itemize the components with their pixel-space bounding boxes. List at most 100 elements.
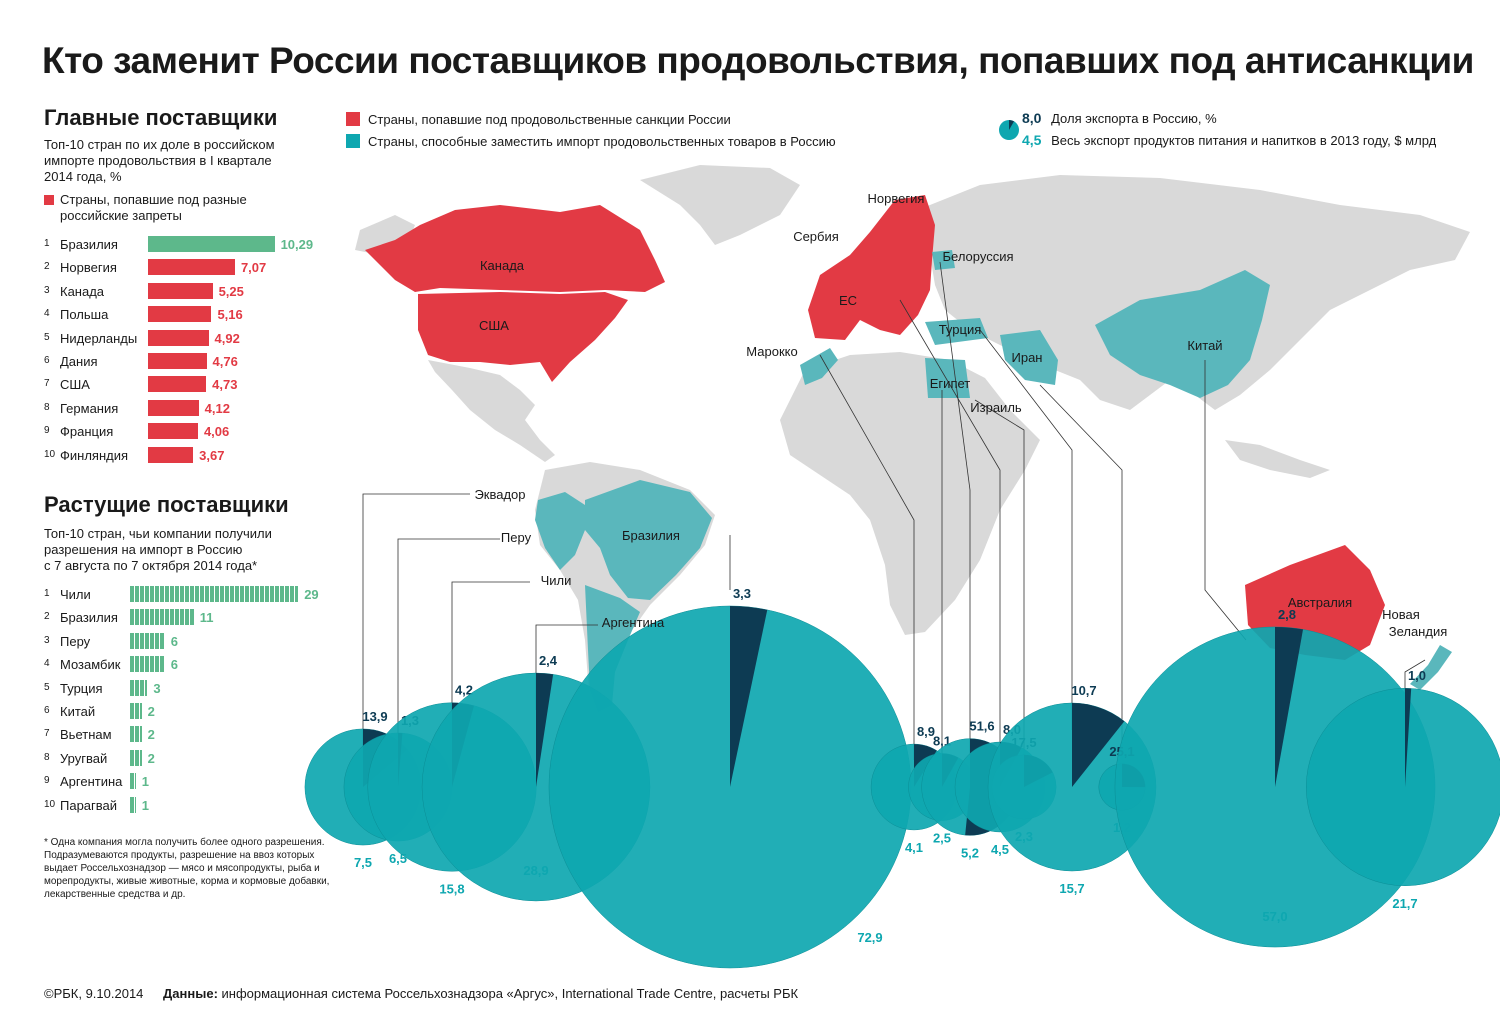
bubble xyxy=(548,605,912,969)
main-supplier-country: Германия xyxy=(60,400,119,416)
growing-supplier-bar xyxy=(130,703,142,719)
map-label-serbia: Сербия xyxy=(793,229,839,244)
bubbles: 13,97,51,36,54,215,82,428,93,372,98,94,1… xyxy=(304,586,1500,969)
bubble-total xyxy=(1306,688,1500,886)
bubble-share-label: 8,9 xyxy=(917,724,935,739)
bubble-share-wedge xyxy=(730,605,768,787)
map-label-morocco: Марокко xyxy=(746,344,797,359)
source-text: информационная система Россельхознадзора… xyxy=(217,986,799,1001)
main-supplier-country: США xyxy=(60,377,90,393)
bubble-share-label: 1,0 xyxy=(1408,668,1426,683)
new-zealand-shape xyxy=(1410,645,1452,690)
main-desc-line: импорте продовольствия в I квартале xyxy=(44,153,272,168)
legend-share-label: Доля экспорта в Россию, % xyxy=(1051,111,1217,126)
legend-teal-swatch xyxy=(346,134,360,148)
leader-line xyxy=(1204,360,1247,641)
leader-line xyxy=(1039,384,1123,760)
copyright: ©РБК, 9.10.2014 xyxy=(44,986,144,1001)
growing-supplier-bar xyxy=(130,726,142,743)
growing-supplier-value: 3 xyxy=(153,680,161,696)
leader-lines xyxy=(362,261,1426,760)
bubble-total-label: 21,7 xyxy=(1392,896,1417,911)
main-supplier-country: Дания xyxy=(60,354,98,369)
map-label-ecuador: Эквадор xyxy=(474,487,525,502)
main-supplier-rank: 2 xyxy=(44,261,50,273)
main-supplier-value: 4,12 xyxy=(204,400,230,416)
bubble-share-wedge xyxy=(1405,688,1412,787)
bubble-total-label: 4,5 xyxy=(991,842,1009,857)
main-supplier-rank: 4 xyxy=(44,308,50,320)
footnote: * Одна компания могла получить более одн… xyxy=(44,837,330,900)
legend-pie-icon xyxy=(999,119,1019,140)
legend-share-value: 8,0 xyxy=(1022,110,1042,126)
main-supplier-value: 4,92 xyxy=(214,330,240,346)
main-desc-line: 2014 года, % xyxy=(44,169,122,184)
leader-line xyxy=(819,354,915,760)
bubble-total-label: 15,8 xyxy=(439,881,464,896)
legend-replacement-text: Страны, способные заместить импорт продо… xyxy=(368,134,836,149)
leader-line xyxy=(362,493,470,760)
main-suppliers-heading: Главные поставщики xyxy=(44,105,278,130)
growing-supplier-row: 7 Вьетнам 2 xyxy=(44,724,344,746)
leader-line xyxy=(397,538,500,760)
main-supplier-rank: 7 xyxy=(44,378,50,390)
brazil-shape xyxy=(585,480,712,600)
leader-line xyxy=(451,581,530,735)
main-supplier-bar xyxy=(148,282,213,299)
greenland-shape xyxy=(640,165,800,245)
main-supplier-rank: 9 xyxy=(44,425,50,437)
growing-desc-line: с 7 августа по 7 октября 2014 года* xyxy=(44,558,258,573)
map-label-new-zealand-2: Зеландия xyxy=(1389,624,1448,639)
map-label-egypt: Египет xyxy=(930,376,971,391)
turkey-shape xyxy=(925,318,988,345)
legend-sanctioned-text: Страны, попавшие под продовольственные с… xyxy=(368,112,731,127)
main-supplier-bar xyxy=(148,236,275,252)
main-supplier-rank: 1 xyxy=(44,238,50,249)
growing-supplier-country: Аргентина xyxy=(60,774,123,790)
belarus-shape xyxy=(932,250,955,270)
main-supplier-value: 10,29 xyxy=(280,237,314,252)
main-supplier-bar xyxy=(148,259,235,276)
growing-supplier-value: 2 xyxy=(147,727,155,743)
bubble-total-label: 28,9 xyxy=(523,863,548,878)
growing-supplier-rank: 4 xyxy=(44,658,50,670)
main-supplier-bar xyxy=(148,376,207,393)
main-supplier-country: Канада xyxy=(60,283,105,299)
main-supplier-country: Франция xyxy=(60,424,114,440)
main-supplier-row: 4 Польша 5,16 xyxy=(44,304,344,326)
map-label-brazil: Бразилия xyxy=(622,528,680,543)
main-supplier-rank: 8 xyxy=(44,401,50,413)
bubble-total-label: 4,1 xyxy=(905,840,923,855)
main-supplier-rank: 10 xyxy=(44,448,56,460)
bubble xyxy=(987,702,1157,872)
growing-supplier-country: Вьетнам xyxy=(60,727,112,743)
legend-total-value: 4,5 xyxy=(1022,132,1042,148)
growing-suppliers-description: Топ-10 стран, чьи компании получили разр… xyxy=(44,526,272,574)
bubble-share-label: 10,7 xyxy=(1071,683,1096,698)
africa-shape xyxy=(780,352,1040,635)
main-supplier-bar xyxy=(148,423,198,440)
growing-supplier-row: 5 Турция 3 xyxy=(44,678,344,700)
growing-supplier-country: Турция xyxy=(60,680,103,696)
page-title: Кто заменит России поставщиков продоволь… xyxy=(42,40,1474,81)
main-supplier-bar xyxy=(148,306,212,323)
main-supplier-value: 4,76 xyxy=(212,354,238,369)
legend-total-label: Весь экспорт продуктов питания и напитко… xyxy=(1051,133,1437,148)
main-supplier-value: 4,73 xyxy=(212,377,238,393)
main-supplier-bar xyxy=(148,353,207,369)
growing-suppliers-heading: Растущие поставщики xyxy=(44,492,289,517)
bubble-share-wedge xyxy=(1275,626,1304,787)
source-label: Данные: xyxy=(163,986,218,1001)
map-label-china: Китай xyxy=(1187,338,1222,353)
main-supplier-rank: 5 xyxy=(44,331,50,343)
bubble-share-label: 4,2 xyxy=(455,683,473,698)
growing-supplier-value: 11 xyxy=(199,610,214,626)
main-suppliers-description: Топ-10 стран по их доле в российском имп… xyxy=(44,137,275,185)
main-supplier-row: 8 Германия 4,12 xyxy=(44,398,344,420)
growing-supplier-rank: 8 xyxy=(44,751,50,763)
map-label-argentina: Аргентина xyxy=(602,615,665,630)
map-label-chile: Чили xyxy=(541,573,572,588)
main-supplier-rank: 3 xyxy=(44,284,50,296)
growing-supplier-value: 2 xyxy=(147,704,155,719)
